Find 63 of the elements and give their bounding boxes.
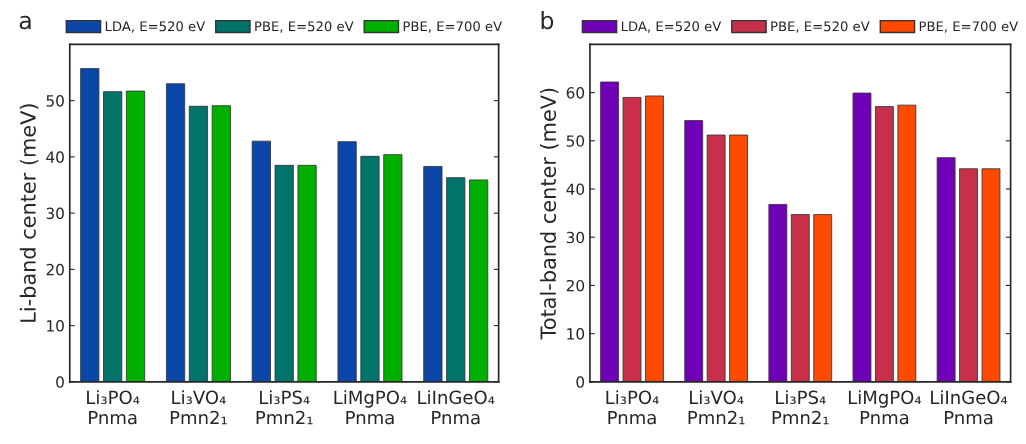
bar: [80, 68, 100, 382]
x-tick-label: LiInGeO₄ Pnma: [418, 390, 495, 425]
legend-label: PBE, E=700 eV: [403, 21, 502, 33]
x-tick-label: Li₃VO₄ Pmn2₁: [688, 390, 745, 425]
y-tick-label: 10: [47, 320, 64, 332]
bar: [981, 168, 1001, 382]
y-tick-label: 60: [566, 87, 585, 99]
bar: [622, 97, 642, 382]
y-tick-label: 10: [567, 328, 585, 340]
bar: [125, 90, 146, 382]
y-tick-label: 50: [566, 135, 585, 147]
x-tick-label: Li₃PO₄ Pnma: [606, 390, 659, 425]
chart-title: b: [541, 11, 554, 30]
bar: [337, 141, 357, 382]
bar: [446, 177, 466, 382]
y-tick-label: 50: [46, 95, 64, 107]
bar: [729, 134, 748, 382]
x-tick-label: Li₃PS₄ Pmn2₁: [256, 390, 313, 425]
legend-label: LDA, E=520 eV: [621, 21, 722, 33]
legend-label: LDA, E=520 eV: [105, 21, 206, 33]
bar: [645, 95, 664, 382]
bar: [684, 120, 704, 382]
x-tick-label: Li₃PO₄ Pnma: [87, 390, 140, 425]
bar: [790, 214, 810, 382]
bar: [897, 104, 917, 382]
bar: [813, 214, 833, 382]
y-tick-label: 40: [46, 151, 64, 163]
x-tick-label: LiMgPO₄ Pnma: [848, 390, 922, 425]
y-axis-title: Li-band center (meV): [19, 104, 39, 322]
y-tick-label: 0: [576, 376, 585, 388]
bar: [360, 155, 380, 382]
y-tick-label: 40: [566, 183, 585, 196]
bar: [875, 106, 894, 382]
bar: [165, 83, 186, 382]
y-axis-title: Total-band center (meV): [539, 88, 559, 340]
bar: [959, 168, 978, 382]
legend-label: PBE, E=700 eV: [919, 21, 1019, 33]
bar: [251, 140, 271, 382]
bar: [706, 134, 726, 382]
bar: [297, 164, 317, 382]
x-tick-label: LiMgPO₄ Pnma: [334, 390, 407, 425]
x-tick-label: Li₃VO₄ Pmn2₁: [170, 390, 227, 425]
x-tick-label: LiInGeO₄ Pnma: [931, 390, 1008, 425]
y-tick-label: 30: [46, 207, 64, 220]
bar: [211, 105, 231, 382]
bar: [936, 157, 956, 382]
y-tick-label: 30: [566, 231, 585, 244]
bar: [852, 92, 872, 382]
y-tick-label: 0: [56, 376, 64, 388]
x-tick-label: Li₃PS₄ Pmn2₁: [772, 390, 829, 425]
bar: [103, 91, 123, 382]
legend-label: PBE, E=520 eV: [771, 21, 870, 33]
y-tick-label: 20: [46, 263, 64, 276]
bar: [768, 204, 788, 382]
bar: [188, 105, 208, 382]
bar: [469, 179, 489, 382]
chart-title: a: [19, 15, 31, 30]
bar: [600, 81, 619, 382]
bar: [423, 166, 443, 382]
bar: [274, 164, 294, 382]
legend-label: PBE, E=520 eV: [255, 21, 354, 33]
y-tick-label: 20: [566, 279, 585, 292]
bar: [383, 154, 403, 382]
